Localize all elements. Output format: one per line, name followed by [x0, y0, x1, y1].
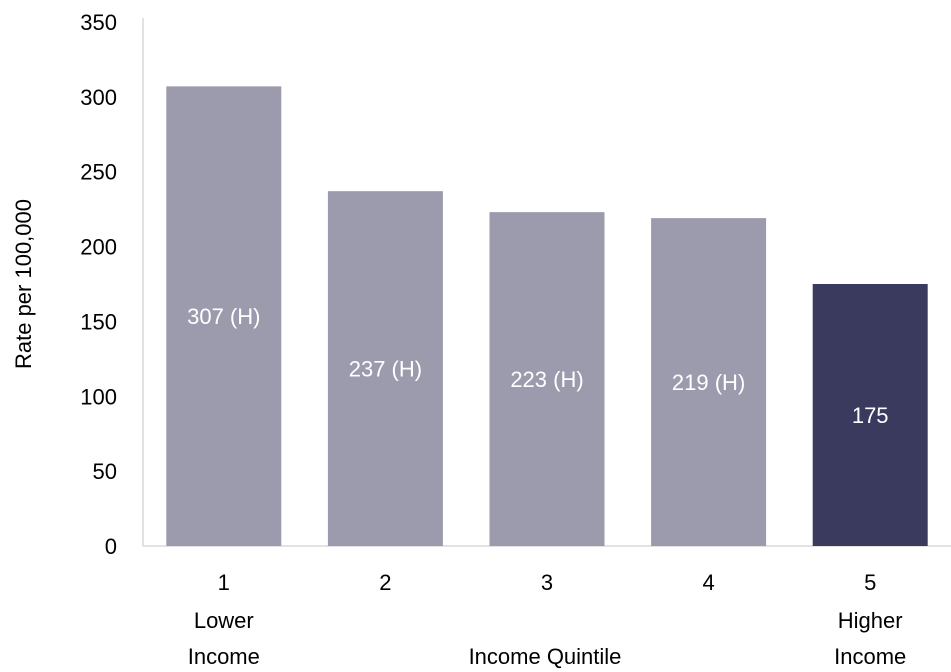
bar-data-label: 219 (H)	[672, 370, 745, 395]
bar-5	[812, 284, 928, 546]
bar-data-label: 237 (H)	[349, 357, 422, 382]
y-tick-label: 250	[80, 160, 117, 185]
bar-4	[651, 218, 767, 546]
y-tick-label: 300	[80, 85, 117, 110]
bar-data-label: 223 (H)	[510, 367, 583, 392]
x-tick-sublabel: Higher	[838, 608, 903, 633]
x-axis-tick-labels: 1 Lower Income 2 3 4 5 Higher Income	[188, 570, 907, 669]
x-tick-label: 2	[379, 570, 391, 595]
x-tick-label: 3	[541, 570, 553, 595]
x-tick-sublabel: Lower	[194, 608, 254, 633]
bar-2	[327, 191, 443, 547]
y-tick-label: 150	[80, 309, 117, 334]
y-tick-label: 50	[93, 459, 117, 484]
y-tick-label: 350	[80, 10, 117, 35]
y-tick-label: 100	[80, 384, 117, 409]
y-tick-label: 0	[105, 534, 117, 559]
bar-data-label: 175	[852, 403, 889, 428]
x-tick-label: 4	[702, 570, 714, 595]
bar-data-labels: 307 (H) 237 (H) 223 (H) 219 (H) 175	[187, 304, 888, 428]
bar-1	[166, 86, 282, 547]
x-axis-title: Income Quintile	[469, 644, 622, 669]
x-tick-label: 1	[218, 570, 230, 595]
y-tick-label: 200	[80, 235, 117, 260]
y-axis-title: Rate per 100,000	[11, 199, 36, 369]
bars	[166, 86, 928, 547]
y-axis-tick-labels: 0 50 100 150 200 250 300 350	[80, 10, 117, 559]
x-tick-sublabel: Income	[188, 644, 260, 669]
bar-3	[489, 212, 605, 546]
bar-data-label: 307 (H)	[187, 304, 260, 329]
x-tick-label: 5	[864, 570, 876, 595]
x-tick-sublabel: Income	[834, 644, 906, 669]
